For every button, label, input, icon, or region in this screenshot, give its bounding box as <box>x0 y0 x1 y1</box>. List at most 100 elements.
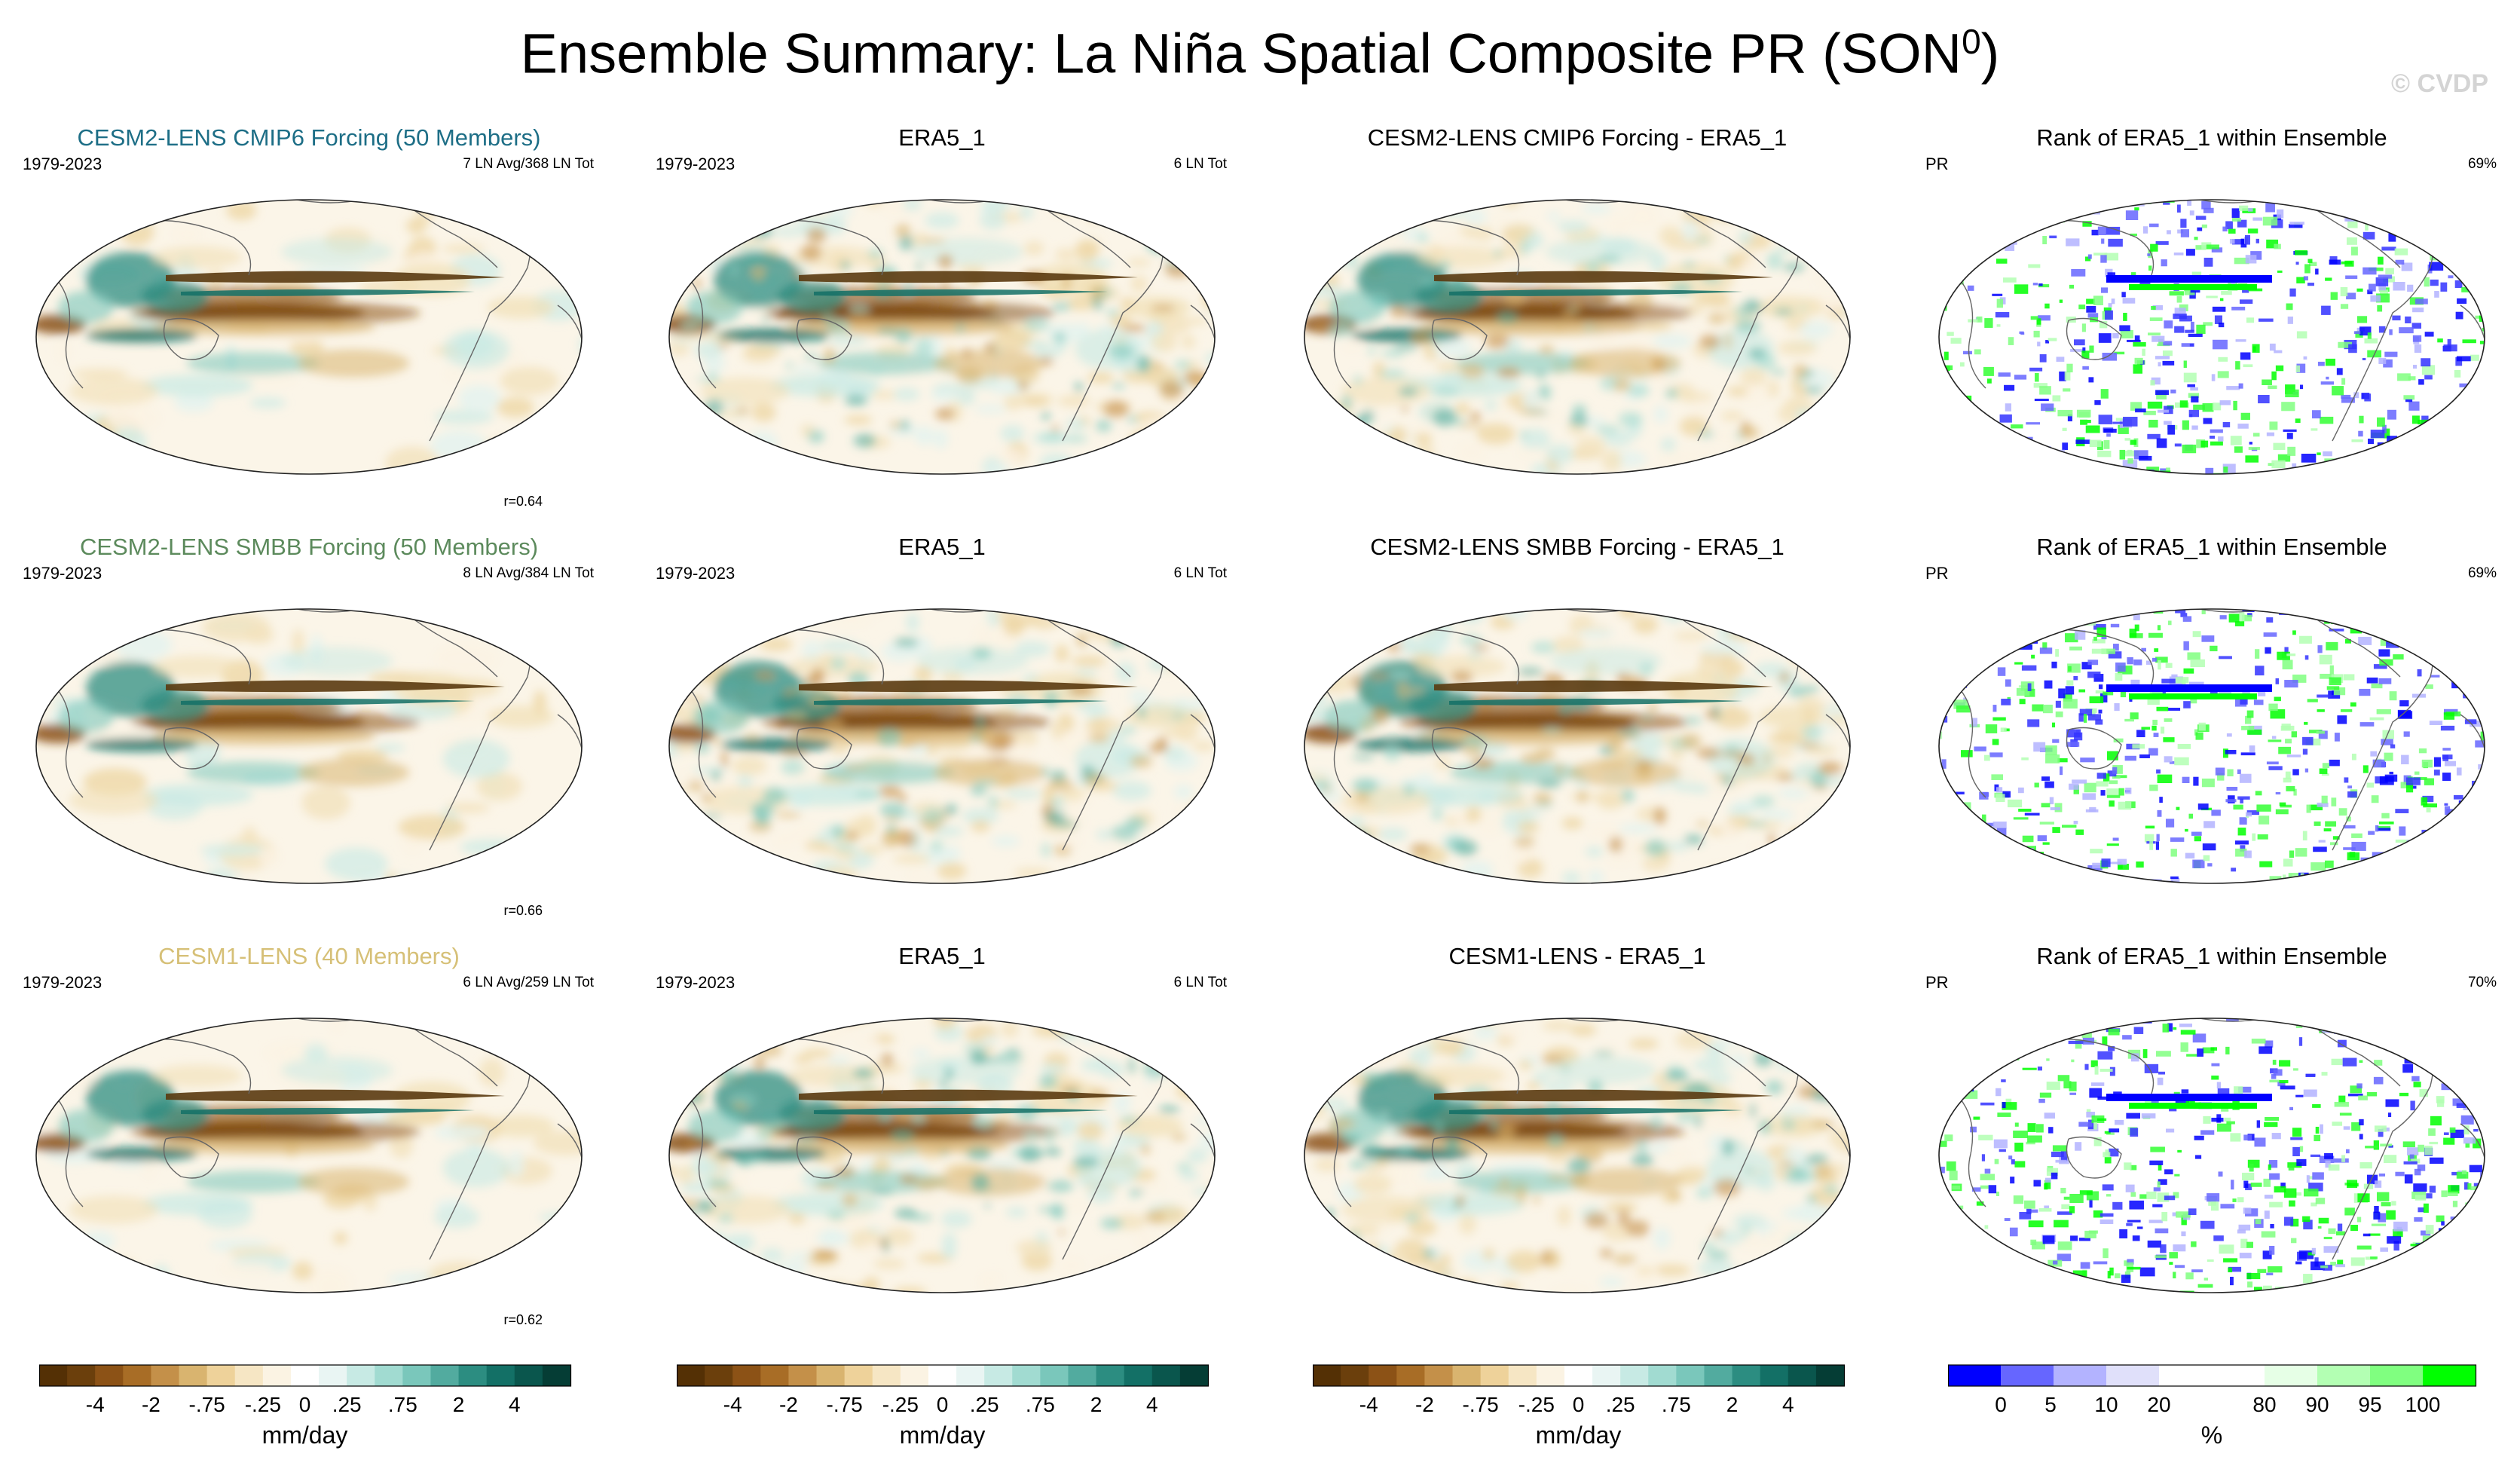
colorbar-swatch <box>1815 1365 1845 1386</box>
model-composite-panel: CESM2-LENS SMBB Forcing (50 Members) 1979… <box>8 534 610 941</box>
variable-label: PR <box>1925 564 1949 583</box>
variable-label: PR <box>1925 155 1949 173</box>
colorbar-tick-label: .75 <box>387 1393 417 1416</box>
colorbar: -4 -2 -.75 -.25 0 .25 .75 2 4 mm/day <box>677 1364 1219 1455</box>
panel-title: ERA5_1 <box>898 943 986 969</box>
colorbar-swatch <box>1124 1365 1153 1386</box>
colorbar-swatch <box>732 1365 761 1386</box>
colorbar-swatch <box>39 1365 68 1386</box>
colorbar-swatch <box>514 1365 543 1386</box>
colorbar-swatch <box>872 1365 901 1386</box>
colorbar: 0 5 10 20 80 90 95 100% <box>1948 1364 2491 1455</box>
colorbar-swatch <box>206 1365 236 1386</box>
colorbar-swatch <box>179 1365 208 1386</box>
colorbar-swatch <box>1040 1365 1069 1386</box>
colorbar-swatch <box>1396 1365 1425 1386</box>
period-label: 1979-2023 <box>656 973 736 992</box>
colorbar-tick-label: -.25 <box>882 1393 919 1416</box>
rank-percent: 70% <box>2467 975 2497 990</box>
model-composite-panel: CESM2-LENS CMIP6 Forcing (50 Members) 197… <box>8 124 610 531</box>
colorbar-swatch <box>1068 1365 1097 1386</box>
colorbar-tick-label: -2 <box>778 1393 798 1416</box>
period-label: 1979-2023 <box>656 155 736 173</box>
colorbar-swatch <box>2265 1365 2318 1386</box>
colorbar-swatches <box>39 1364 572 1387</box>
colorbar-tick-label: -.75 <box>1462 1393 1499 1416</box>
pattern-correlation: r=0.62 <box>503 1312 543 1327</box>
colorbar-swatch <box>956 1365 985 1386</box>
difference-panel: CESM2-LENS SMBB Forcing - ERA5_1 <box>1276 534 1879 941</box>
colorbar-swatch <box>347 1365 375 1386</box>
colorbar-swatch <box>2159 1365 2213 1386</box>
colorbar-tick-label: -2 <box>1414 1393 1434 1416</box>
model-composite-panel: CESM1-LENS (40 Members) 1979-2023 6 LN Avg… <box>8 943 610 1350</box>
period-label: 1979-2023 <box>656 564 736 583</box>
period-label: 1979-2023 <box>23 155 102 173</box>
rank-panel: Rank of ERA5_1 within Ensemble PR 69% <box>1910 124 2513 531</box>
colorbar-swatches <box>677 1364 1210 1387</box>
event-count: 6 LN Avg/259 LN Tot <box>463 975 594 990</box>
colorbar-swatch <box>1313 1365 1341 1386</box>
colorbar-tick-label: 100 <box>2405 1393 2441 1416</box>
colorbar-tick-label: 95 <box>2358 1393 2382 1416</box>
colorbar-swatch <box>900 1365 929 1386</box>
colorbar-swatch <box>1341 1365 1369 1386</box>
colorbar-swatch <box>375 1365 403 1386</box>
colorbar-swatch <box>1536 1365 1565 1386</box>
colorbar-swatch <box>1648 1365 1677 1386</box>
rank-panel: Rank of ERA5_1 within Ensemble PR 70% <box>1910 943 2513 1350</box>
colorbar-tick-label: -.25 <box>1518 1393 1555 1416</box>
panel-title: CESM2-LENS SMBB Forcing - ERA5_1 <box>1370 534 1784 560</box>
colorbar-tick-label: 90 <box>2305 1393 2329 1416</box>
map-observed-composite <box>668 608 1216 884</box>
colorbar-tick-label: -2 <box>141 1393 161 1416</box>
colorbar-swatch <box>2106 1365 2160 1386</box>
observed-composite-panel: ERA5_1 1979-2023 6 LN Tot <box>641 943 1243 1350</box>
colorbar-swatch <box>1179 1365 1209 1386</box>
panel-title: Rank of ERA5_1 within Ensemble <box>2036 124 2387 151</box>
colorbar-swatch <box>1369 1365 1397 1386</box>
colorbar-swatch <box>486 1365 515 1386</box>
colorbar-units: mm/day <box>899 1422 986 1449</box>
colorbar-tick-label: 2 <box>1726 1393 1739 1416</box>
colorbar-swatch <box>1508 1365 1537 1386</box>
colorbar-swatch <box>2370 1365 2424 1386</box>
map-difference <box>1304 608 1851 884</box>
watermark: © CVDP <box>2391 69 2488 98</box>
colorbar-swatch <box>760 1365 789 1386</box>
colorbar-tick-label: -.25 <box>244 1393 281 1416</box>
colorbar-tick-label: 0 <box>1572 1393 1585 1416</box>
colorbar-swatch <box>402 1365 431 1386</box>
colorbar-swatch <box>1151 1365 1181 1386</box>
colorbar-units: mm/day <box>261 1422 348 1449</box>
colorbar-swatch <box>1760 1365 1789 1386</box>
colorbar-tick-label: 0 <box>1995 1393 2007 1416</box>
colorbar-swatch <box>430 1365 460 1386</box>
period-label: 1979-2023 <box>23 973 102 992</box>
event-count: 6 LN Tot <box>1173 565 1227 581</box>
colorbar-units: % <box>2200 1422 2223 1449</box>
colorbar-swatch <box>984 1365 1013 1386</box>
colorbar-swatch <box>1592 1365 1621 1386</box>
colorbar-tick-label: .75 <box>1661 1393 1691 1416</box>
colorbar-swatch <box>788 1365 818 1386</box>
observed-composite-panel: ERA5_1 1979-2023 6 LN Tot <box>641 124 1243 531</box>
colorbar-swatch <box>1948 1365 2002 1386</box>
colorbar-swatch <box>928 1365 957 1386</box>
colorbar-swatch <box>1452 1365 1482 1386</box>
map-model-composite <box>35 199 583 475</box>
colorbar-swatch <box>705 1365 733 1386</box>
colorbar-tick-label: -.75 <box>188 1393 225 1416</box>
difference-panel: CESM1-LENS - ERA5_1 <box>1276 943 1879 1350</box>
map-observed-composite <box>668 1018 1216 1293</box>
colorbar-tick-label: 4 <box>1781 1393 1794 1416</box>
colorbar-swatch <box>844 1365 873 1386</box>
colorbar-tick-label: .25 <box>969 1393 999 1416</box>
rank-percent: 69% <box>2467 156 2497 172</box>
colorbar-tick-label: -4 <box>85 1393 105 1416</box>
colorbar-tick-label: .25 <box>1605 1393 1635 1416</box>
map-difference <box>1304 199 1851 475</box>
pattern-correlation: r=0.64 <box>503 494 543 509</box>
panel-title: CESM2-LENS CMIP6 Forcing (50 Members) <box>77 124 541 151</box>
colorbar-swatch <box>1676 1365 1705 1386</box>
